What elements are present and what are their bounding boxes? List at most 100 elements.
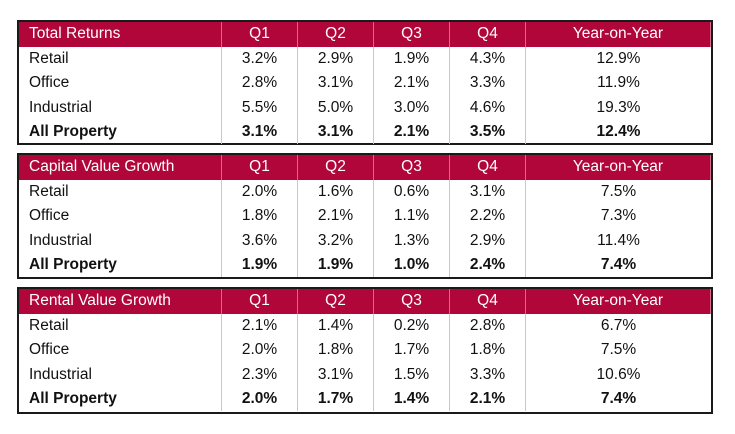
cell-q4: 2.9% [450,228,526,253]
row-label: All Property [19,252,222,278]
cell-q2: 1.6% [298,179,374,204]
column-header-year-on-year: Year-on-Year [526,22,711,47]
column-header-q1: Q1 [222,22,298,47]
cell-q2: 1.9% [298,252,374,278]
cell-q2: 2.1% [298,203,374,229]
table-header-row: Total Returns Q1 Q2 Q3 Q4 Year-on-Year [19,22,711,47]
cell-q3: 1.9% [374,46,450,71]
row-label: Office [19,337,222,363]
table-row: Retail 2.1% 1.4% 0.2% 2.8% 6.7% [19,313,711,338]
cell-q3: 2.1% [374,119,450,145]
table-row: Industrial 5.5% 5.0% 3.0% 4.6% 19.3% [19,95,711,120]
column-header-q2: Q2 [298,155,374,180]
column-header-q4: Q4 [450,155,526,180]
column-header-q2: Q2 [298,289,374,314]
cell-q3: 1.3% [374,228,450,253]
cell-q1: 2.3% [222,362,298,387]
rental-value-growth-table: Rental Value Growth Q1 Q2 Q3 Q4 Year-on-… [17,287,713,414]
cell-q2: 2.9% [298,46,374,71]
cell-q2: 3.1% [298,119,374,145]
table-title: Rental Value Growth [19,289,222,314]
row-label: All Property [19,119,222,145]
column-header-q1: Q1 [222,155,298,180]
cell-q1: 1.8% [222,203,298,229]
cell-year-on-year: 7.4% [600,255,637,273]
cell-year-on-year: 7.3% [600,207,637,225]
column-header-q3: Q3 [374,22,450,47]
column-header-q2: Q2 [298,22,374,47]
cell-q4: 2.4% [450,252,526,278]
table-row: Office 2.0% 1.8% 1.7% 1.8% 7.5% [19,337,711,363]
table-row: Office 1.8% 2.1% 1.1% 2.2% 7.3% [19,203,711,229]
cell-q4: 2.8% [450,313,526,338]
cell-q2: 1.8% [298,337,374,363]
table-row: Retail 2.0% 1.6% 0.6% 3.1% 7.5% [19,179,711,204]
cell-q2: 5.0% [298,95,374,120]
table-total-row: All Property 1.9% 1.9% 1.0% 2.4% 7.4% [19,252,711,278]
cell-q2: 3.2% [298,228,374,253]
cell-year-on-year: 19.3% [596,98,641,116]
row-label: Retail [19,313,222,338]
cell-year-on-year: 6.7% [600,316,637,334]
cell-year-on-year: 7.5% [600,182,637,200]
cell-q4: 2.1% [450,386,526,412]
cell-year-on-year: 7.4% [600,389,637,407]
column-header-year-on-year: Year-on-Year [526,289,711,314]
row-label: Industrial [19,362,222,387]
table-row: Office 2.8% 3.1% 2.1% 3.3% 11.9% [19,70,711,96]
cell-q4: 3.3% [450,70,526,96]
cell-year-on-year: 7.5% [600,341,637,359]
table-row: Industrial 3.6% 3.2% 1.3% 2.9% 11.4% [19,228,711,253]
column-header-q3: Q3 [374,289,450,314]
cell-q3: 0.6% [374,179,450,204]
cell-q4: 1.8% [450,337,526,363]
cell-q3: 3.0% [374,95,450,120]
cell-q3: 1.7% [374,337,450,363]
cell-year-on-year: 12.9% [596,49,641,67]
cell-q4: 2.2% [450,203,526,229]
cell-q1: 2.8% [222,70,298,96]
cell-q2: 1.7% [298,386,374,412]
table-total-row: All Property 2.0% 1.7% 1.4% 2.1% 7.4% [19,386,711,412]
cell-q3: 1.1% [374,203,450,229]
cell-year-on-year: 11.4% [597,231,640,249]
table-title: Capital Value Growth [19,155,222,180]
cell-year-on-year: 10.6% [596,365,641,383]
cell-q3: 1.4% [374,386,450,412]
cell-q4: 4.3% [450,46,526,71]
column-header-q1: Q1 [222,289,298,314]
cell-q3: 1.0% [374,252,450,278]
cell-q4: 3.5% [450,119,526,145]
cell-q3: 1.5% [374,362,450,387]
row-label: All Property [19,386,222,412]
cell-q4: 3.3% [450,362,526,387]
cell-q1: 2.0% [222,179,298,204]
cell-q1: 5.5% [222,95,298,120]
cell-q1: 1.9% [222,252,298,278]
cell-q1: 2.1% [222,313,298,338]
table-row: Retail 3.2% 2.9% 1.9% 4.3% 12.9% [19,46,711,71]
cell-year-on-year: 12.4% [596,122,641,140]
capital-value-growth-table: Capital Value Growth Q1 Q2 Q3 Q4 Year-on… [17,153,713,279]
row-label: Office [19,203,222,229]
cell-year-on-year: 11.9% [597,74,640,92]
row-label: Industrial [19,228,222,253]
cell-q2: 3.1% [298,362,374,387]
cell-q1: 2.0% [222,386,298,412]
cell-q2: 1.4% [298,313,374,338]
table-total-row: All Property 3.1% 3.1% 2.1% 3.5% 12.4% [19,119,711,145]
row-label: Office [19,70,222,96]
cell-q4: 3.1% [450,179,526,204]
total-returns-table: Total Returns Q1 Q2 Q3 Q4 Year-on-Year R… [17,20,713,145]
column-header-q4: Q4 [450,289,526,314]
row-label: Industrial [19,95,222,120]
row-label: Retail [19,46,222,71]
row-label: Retail [19,179,222,204]
cell-q2: 3.1% [298,70,374,96]
cell-q4: 4.6% [450,95,526,120]
cell-q1: 3.2% [222,46,298,71]
column-header-year-on-year: Year-on-Year [526,155,711,180]
table-header-row: Rental Value Growth Q1 Q2 Q3 Q4 Year-on-… [19,289,711,314]
table-title: Total Returns [19,22,222,47]
cell-q3: 0.2% [374,313,450,338]
